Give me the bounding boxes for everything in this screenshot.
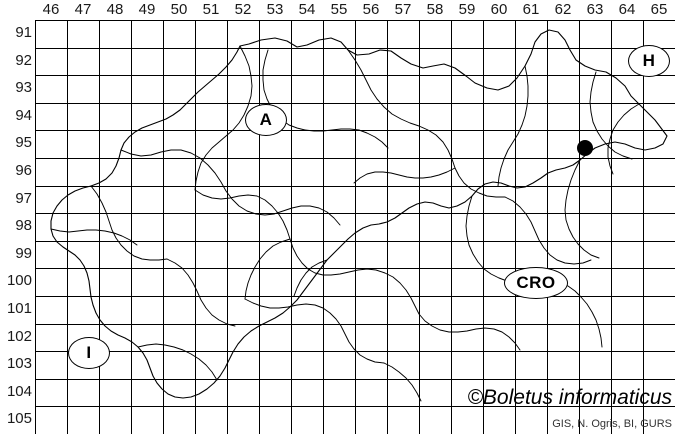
x-tick-label-64: 64 xyxy=(618,1,636,18)
y-tick-label-92: 92 xyxy=(15,51,32,69)
copyright-label: ©Boletus informaticus xyxy=(467,386,672,409)
x-tick-label-53: 53 xyxy=(266,1,284,18)
country-code-a: A xyxy=(245,104,287,136)
map-plot-area[interactable]: A H CRO I xyxy=(35,20,675,434)
y-tick-label-97: 97 xyxy=(15,189,32,207)
x-tick-label-60: 60 xyxy=(490,1,508,18)
occurrence-markers[interactable] xyxy=(577,140,593,156)
y-tick-label-93: 93 xyxy=(15,79,32,97)
x-tick-label-61: 61 xyxy=(522,1,540,18)
x-tick-label-62: 62 xyxy=(554,1,572,18)
x-tick-label-51: 51 xyxy=(202,1,220,18)
y-tick-label-98: 98 xyxy=(15,217,32,235)
y-tick-label-91: 91 xyxy=(15,24,32,41)
x-tick-label-56: 56 xyxy=(362,1,380,18)
y-tick-label-103: 103 xyxy=(6,355,32,373)
y-tick-label-102: 102 xyxy=(6,327,32,345)
source-credit-label: GIS, N. Ogris, BI, GURS xyxy=(552,418,672,430)
y-tick-label-105: 105 xyxy=(6,410,32,428)
x-tick-label-58: 58 xyxy=(426,1,444,18)
y-tick-label-104: 104 xyxy=(6,382,32,400)
grid-lines xyxy=(35,20,675,434)
y-tick-label-94: 94 xyxy=(15,106,32,124)
y-tick-label-96: 96 xyxy=(15,162,32,179)
internal-boundaries xyxy=(50,45,640,402)
y-tick-label-100: 100 xyxy=(6,272,32,290)
x-axis-labels: 46 47 48 49 50 51 52 53 54 55 56 57 58 59 60 61 62 63 64 65 xyxy=(0,0,680,20)
x-tick-label-47: 47 xyxy=(74,1,92,18)
x-tick-label-46: 46 xyxy=(42,1,60,18)
x-tick-label-57: 57 xyxy=(394,1,412,18)
country-outline xyxy=(50,29,668,399)
country-code-i: I xyxy=(68,337,110,369)
y-tick-label-95: 95 xyxy=(15,134,32,152)
x-tick-label-55: 55 xyxy=(330,1,348,18)
country-code-h: H xyxy=(628,45,670,77)
x-tick-label-59: 59 xyxy=(458,1,476,18)
x-tick-label-49: 49 xyxy=(138,1,156,18)
x-tick-label-65: 65 xyxy=(650,1,668,18)
y-axis-labels: 91 92 93 94 95 96 97 98 99 100 101 102 103 104 105 xyxy=(0,0,35,436)
occurrence-dot[interactable] xyxy=(577,140,593,156)
map-canvas xyxy=(35,20,675,434)
country-code-cro: CRO xyxy=(504,267,568,299)
x-tick-label-63: 63 xyxy=(586,1,604,18)
x-tick-label-52: 52 xyxy=(234,1,252,18)
x-tick-label-54: 54 xyxy=(298,1,316,18)
y-tick-label-99: 99 xyxy=(15,244,32,262)
x-tick-label-48: 48 xyxy=(106,1,124,18)
x-tick-label-50: 50 xyxy=(170,1,188,18)
y-tick-label-101: 101 xyxy=(6,300,32,317)
